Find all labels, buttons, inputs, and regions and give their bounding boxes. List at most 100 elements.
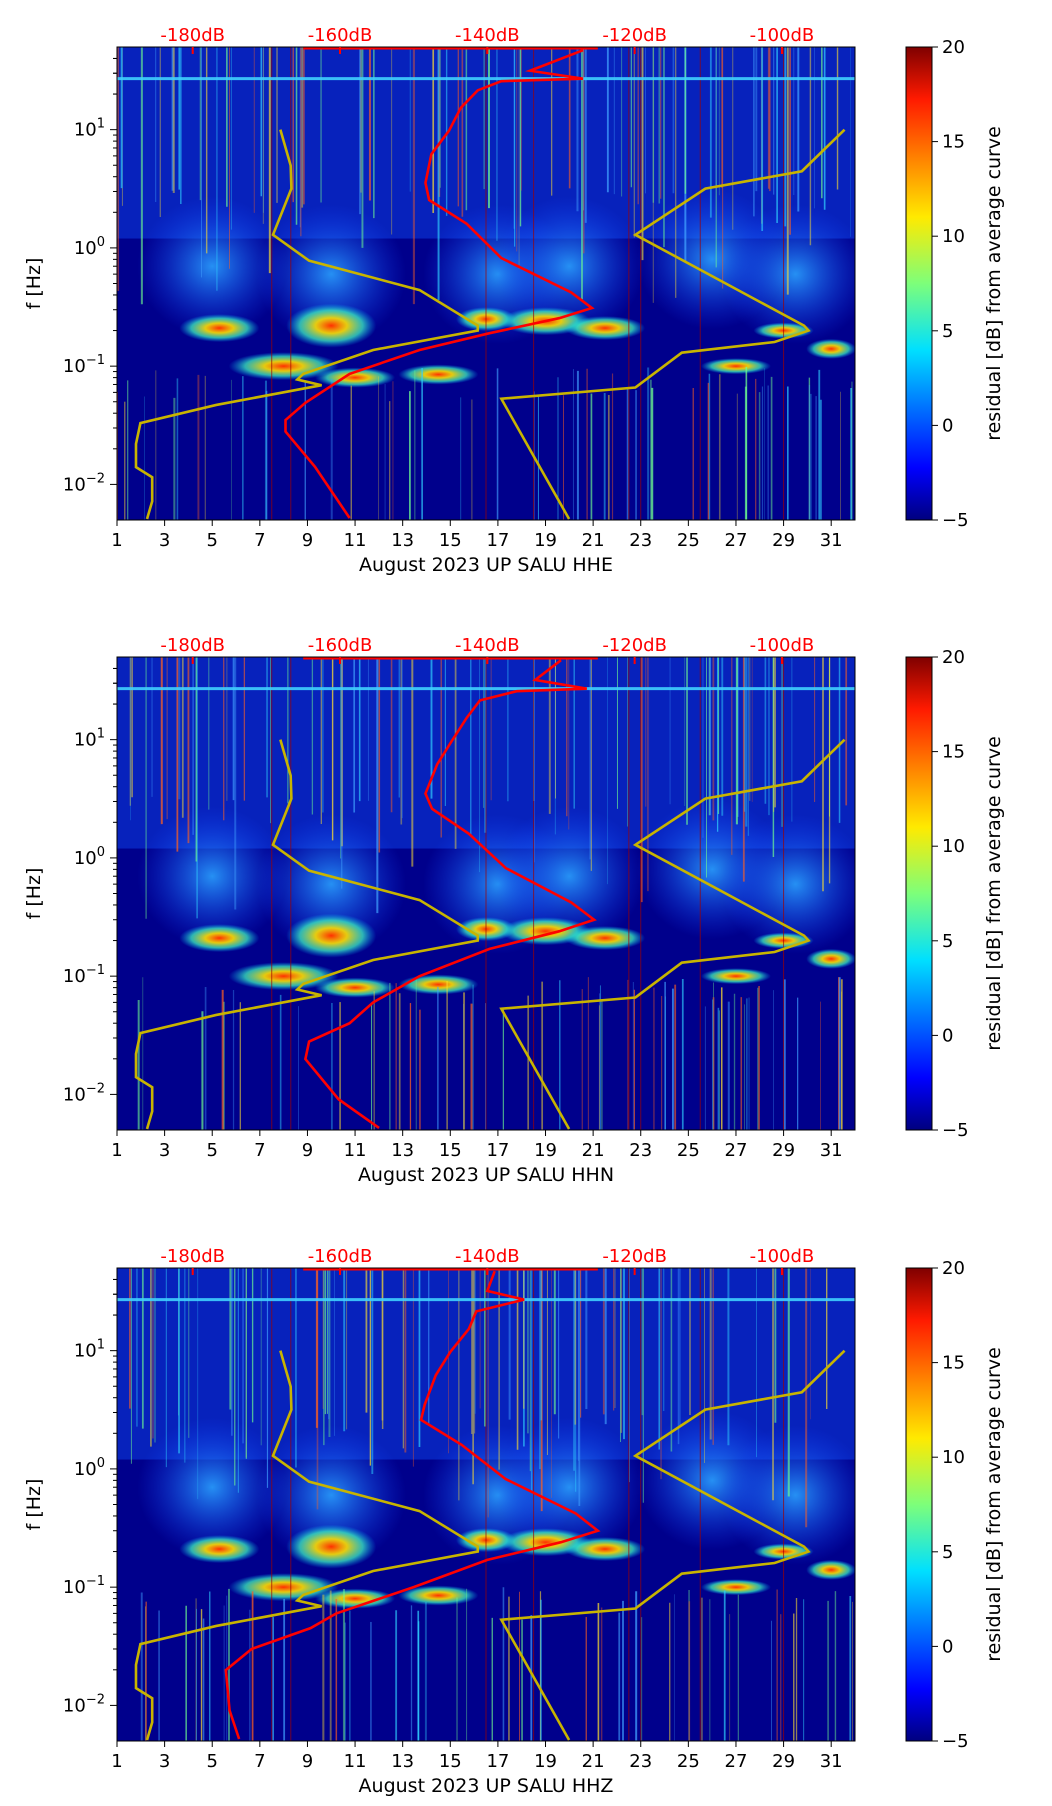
colorbar-tick-label: 0 <box>942 1025 953 1046</box>
x-tick-label: 7 <box>254 530 265 551</box>
y-tick-base: 10 <box>63 1695 86 1716</box>
y-tick-exponent: 1 <box>97 117 105 132</box>
y-tick-exponent: 0 <box>97 845 105 860</box>
microseism-plume <box>256 814 407 955</box>
colorbar-tick-label: 15 <box>942 742 965 763</box>
colorbar-tick-label: 20 <box>942 37 965 58</box>
x-tick-label: 29 <box>772 530 795 551</box>
colorbar-label: residual [dB] from average curve <box>983 126 1005 441</box>
y-tick-label: 100 <box>74 1456 105 1480</box>
colorbar-tick-label: 0 <box>942 1636 953 1657</box>
y-tick-exponent: 0 <box>97 235 105 250</box>
y-tick-label: 10−2 <box>63 1081 105 1105</box>
y-tick-base: 10 <box>63 356 86 377</box>
y-tick-base: 10 <box>74 1341 97 1362</box>
db-tick-label: -140dB <box>455 635 520 656</box>
x-tick-label: 13 <box>391 530 414 551</box>
db-tick-label: -100dB <box>750 1246 815 1267</box>
x-tick-label: 9 <box>302 530 313 551</box>
y-tick-label: 100 <box>74 235 105 259</box>
y-tick-label: 101 <box>74 1338 105 1362</box>
x-tick-label: 11 <box>344 1140 367 1161</box>
x-tick-label: 25 <box>677 1140 700 1161</box>
microseism-peak <box>315 977 396 998</box>
microseism-peak <box>179 924 260 953</box>
x-axis-label: August 2023 UP SALU HHZ <box>359 1775 614 1797</box>
x-tick-label: 1 <box>111 1140 122 1161</box>
microseism-peak <box>700 968 771 985</box>
y-tick-label: 10−1 <box>63 1574 105 1598</box>
x-tick-label: 21 <box>582 1751 605 1772</box>
x-tick-label: 17 <box>486 1140 509 1161</box>
microseism-peak <box>228 352 339 381</box>
x-tick-label: 19 <box>534 1751 557 1772</box>
y-tick-base: 10 <box>63 474 86 495</box>
microseism-peak <box>398 1585 479 1606</box>
colorbar-tick-label: 5 <box>942 931 953 952</box>
db-tick-label: -140dB <box>455 1246 520 1267</box>
x-tick-label: 23 <box>629 1751 652 1772</box>
x-tick-label: 15 <box>439 1140 462 1161</box>
colorbar-tick-label: −5 <box>942 510 969 531</box>
microseism-peak <box>700 1579 771 1596</box>
x-tick-label: 31 <box>820 530 843 551</box>
colorbar-label: residual [dB] from average curve <box>983 1347 1005 1662</box>
low-noise-model-line <box>134 1350 480 1741</box>
colorbar-tick-label: 10 <box>942 836 965 857</box>
x-tick-label: 29 <box>772 1140 795 1161</box>
x-tick-label: 27 <box>725 530 748 551</box>
x-tick-label: 15 <box>439 1751 462 1772</box>
microseism-plume <box>494 806 645 947</box>
microseism-plume <box>720 814 855 955</box>
y-tick-label: 10−2 <box>63 1692 105 1716</box>
colorbar-tick-label: 20 <box>942 647 965 668</box>
y-tick-label: 10−2 <box>63 471 105 495</box>
y-tick-exponent: 1 <box>97 1338 105 1353</box>
microseism-plume <box>720 1425 855 1566</box>
db-tick-label: -120dB <box>602 1246 667 1267</box>
y-axis-label: f [Hz] <box>23 258 45 310</box>
colorbar-tick-label: 10 <box>942 1447 965 1468</box>
colorbar <box>905 656 933 1131</box>
microseism-peak <box>179 314 260 343</box>
microseism-peak <box>565 316 646 341</box>
x-tick-label: 23 <box>629 1140 652 1161</box>
y-tick-label: 101 <box>74 117 105 141</box>
x-tick-label: 11 <box>344 530 367 551</box>
microseism-peak <box>806 1559 855 1580</box>
low-noise-model-line <box>134 129 480 520</box>
db-tick-label: -180dB <box>160 1246 225 1267</box>
y-tick-base: 10 <box>74 120 97 141</box>
y-tick-exponent: 1 <box>97 727 105 742</box>
db-tick-label: -180dB <box>160 25 225 46</box>
db-tick-label: -180dB <box>160 635 225 656</box>
x-tick-label: 9 <box>302 1751 313 1772</box>
y-tick-exponent: −2 <box>86 1081 105 1096</box>
y-tick-base: 10 <box>74 1459 97 1480</box>
colorbar-tick-label: 5 <box>942 321 953 342</box>
microseism-plume <box>256 204 407 345</box>
microseism-peak <box>315 367 396 388</box>
x-tick-label: 7 <box>254 1140 265 1161</box>
y-tick-label: 100 <box>74 845 105 869</box>
y-tick-base: 10 <box>74 848 97 869</box>
microseism-peak <box>565 1537 646 1562</box>
colorbar <box>905 46 933 521</box>
x-tick-label: 23 <box>629 530 652 551</box>
x-tick-label: 15 <box>439 530 462 551</box>
colorbar-tick-label: 5 <box>942 1542 953 1563</box>
x-tick-label: 27 <box>725 1140 748 1161</box>
y-tick-exponent: −1 <box>86 963 105 978</box>
microseism-plume <box>720 204 855 345</box>
y-axis-label: f [Hz] <box>23 1479 45 1531</box>
y-tick-label: 10−1 <box>63 353 105 377</box>
y-tick-exponent: −2 <box>86 471 105 486</box>
high-noise-model-line <box>499 128 846 520</box>
colorbar-tick-label: 15 <box>942 132 965 153</box>
y-tick-exponent: 0 <box>97 1456 105 1471</box>
colorbar <box>905 1267 933 1742</box>
x-tick-label: 31 <box>820 1140 843 1161</box>
